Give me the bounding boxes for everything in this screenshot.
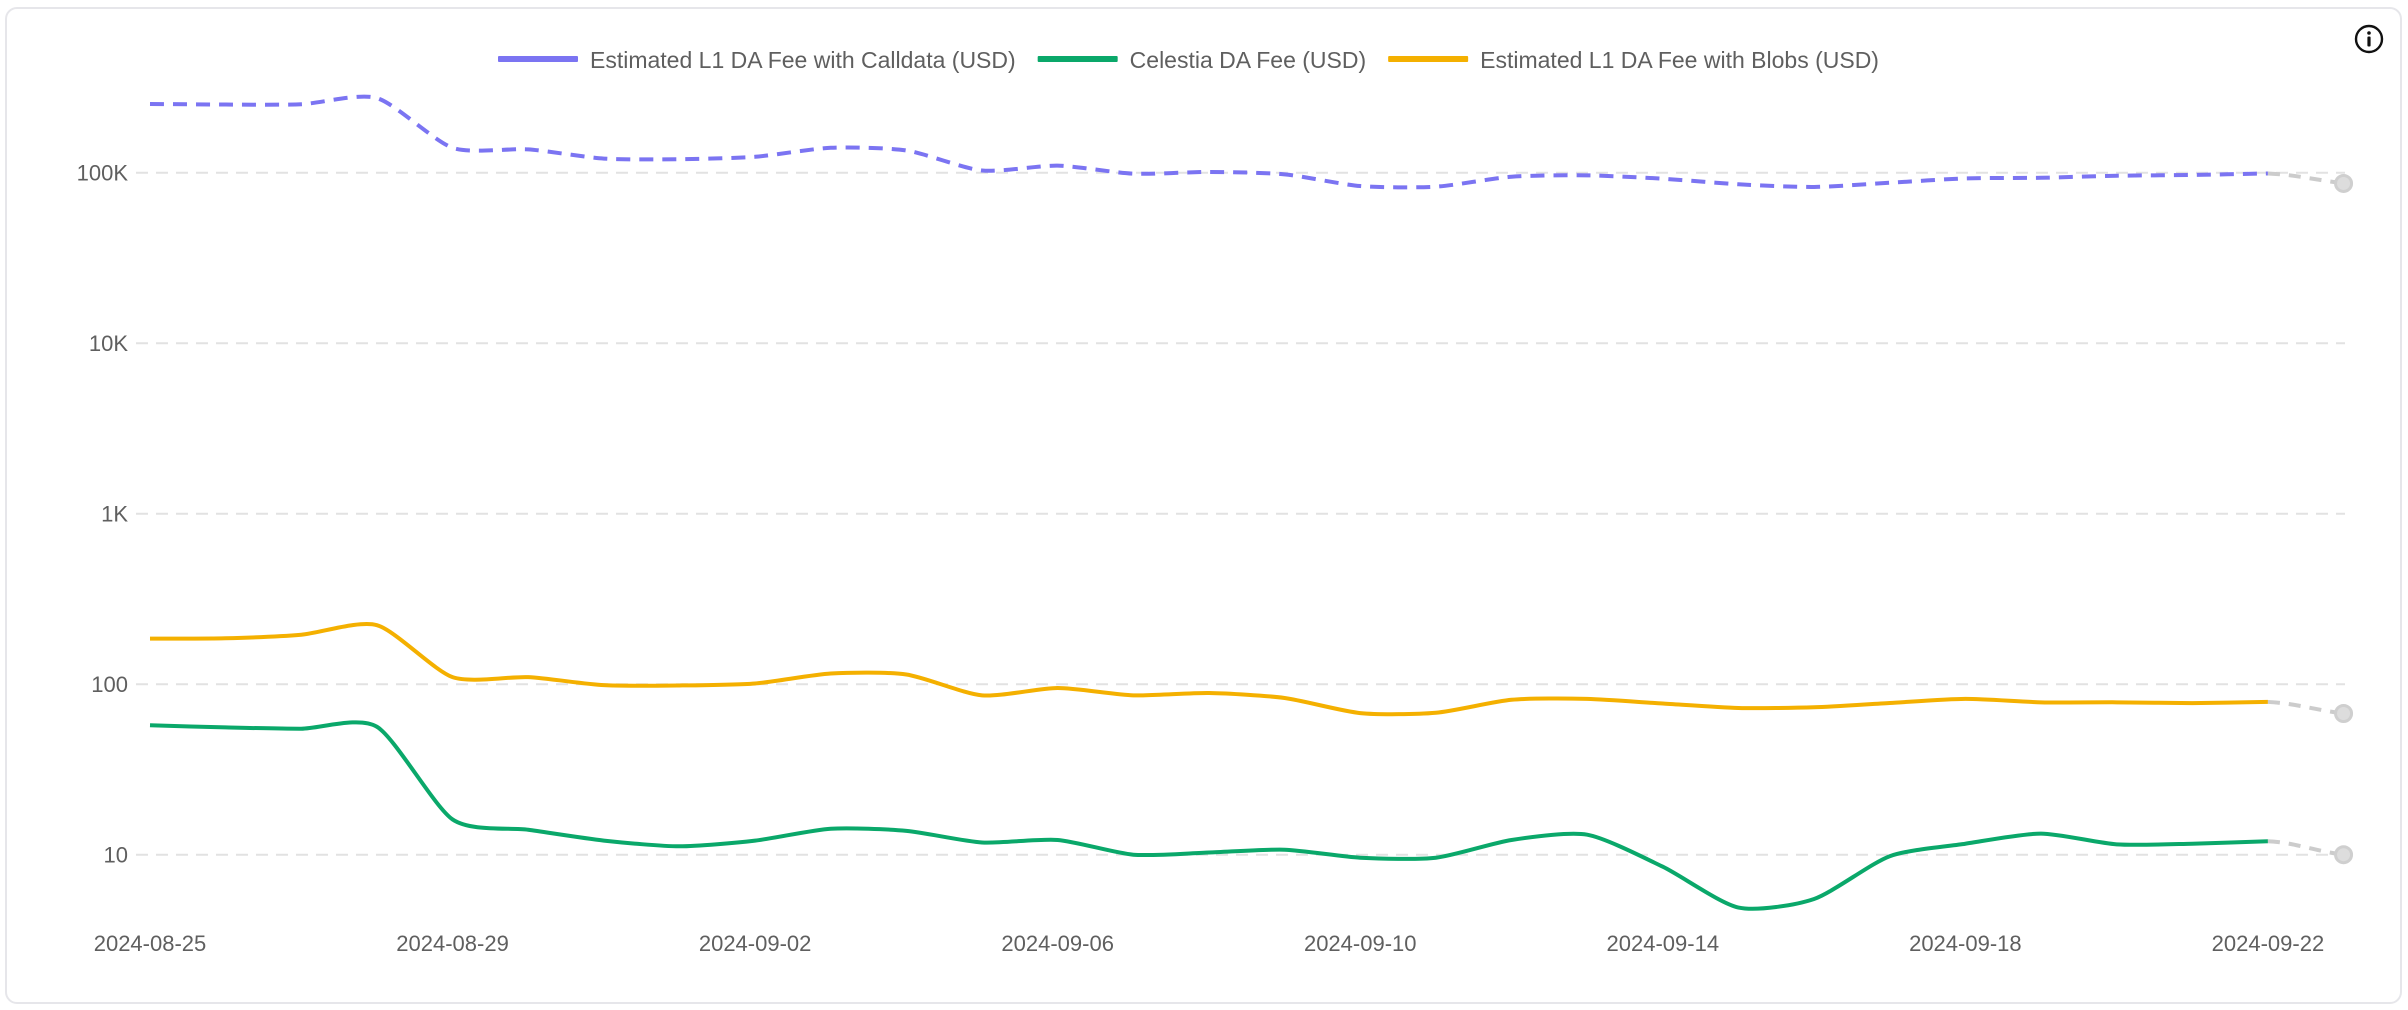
x-tick-label: 2024-09-22 (2212, 931, 2325, 956)
x-tick-label: 2024-09-02 (699, 931, 812, 956)
y-tick-label: 10 (104, 843, 128, 868)
x-tick-label: 2024-09-06 (1001, 931, 1114, 956)
grid-lines (136, 171, 2345, 856)
legend-label: Estimated L1 DA Fee with Blobs (USD) (1480, 47, 1879, 73)
legend-label: Estimated L1 DA Fee with Calldata (USD) (590, 47, 1016, 73)
y-axis: 10 100 1K 10K 100K (77, 161, 129, 868)
legend-label: Celestia DA Fee (USD) (1130, 47, 1366, 73)
info-button[interactable] (2354, 24, 2384, 54)
series-line (149, 94, 2268, 190)
projected-point-marker[interactable] (2334, 845, 2354, 865)
legend-swatch (498, 56, 578, 62)
legend-swatch (1388, 56, 1469, 62)
y-tick-label: 1K (101, 502, 128, 527)
series-lines (149, 94, 2354, 911)
legend-item[interactable]: Estimated L1 DA Fee with Blobs (USD) (1388, 47, 1879, 73)
y-tick-label: 10K (89, 331, 128, 356)
series-line (149, 720, 2268, 911)
projected-point-marker[interactable] (2334, 704, 2354, 724)
x-tick-label: 2024-09-18 (1909, 931, 2022, 956)
legend-item[interactable]: Celestia DA Fee (USD) (1037, 47, 1366, 73)
projected-segment (2267, 171, 2344, 186)
series-line (149, 622, 2268, 717)
x-axis: 2024-08-25 2024-08-29 2024-09-02 2024-09-06… (94, 931, 2324, 956)
x-tick-label: 2024-08-25 (94, 931, 207, 956)
info-circle-icon (2354, 24, 2384, 54)
series-0 (149, 94, 2354, 193)
projected-point-marker[interactable] (2334, 173, 2354, 193)
x-tick-label: 2024-08-29 (396, 931, 509, 956)
y-tick-label: 100 (91, 672, 128, 697)
legend-item[interactable]: Estimated L1 DA Fee with Calldata (USD) (498, 47, 1016, 73)
projected-segment (2267, 699, 2344, 716)
projected-segment (2267, 839, 2344, 857)
series-1 (149, 720, 2354, 911)
legend-swatch (1037, 56, 1118, 62)
x-tick-label: 2024-09-10 (1304, 931, 1417, 956)
y-tick-label: 100K (77, 161, 129, 186)
legend[interactable]: Estimated L1 DA Fee with Calldata (USD) C… (498, 47, 1879, 73)
series-2 (149, 622, 2354, 724)
x-tick-label: 2024-09-14 (1607, 931, 1720, 956)
